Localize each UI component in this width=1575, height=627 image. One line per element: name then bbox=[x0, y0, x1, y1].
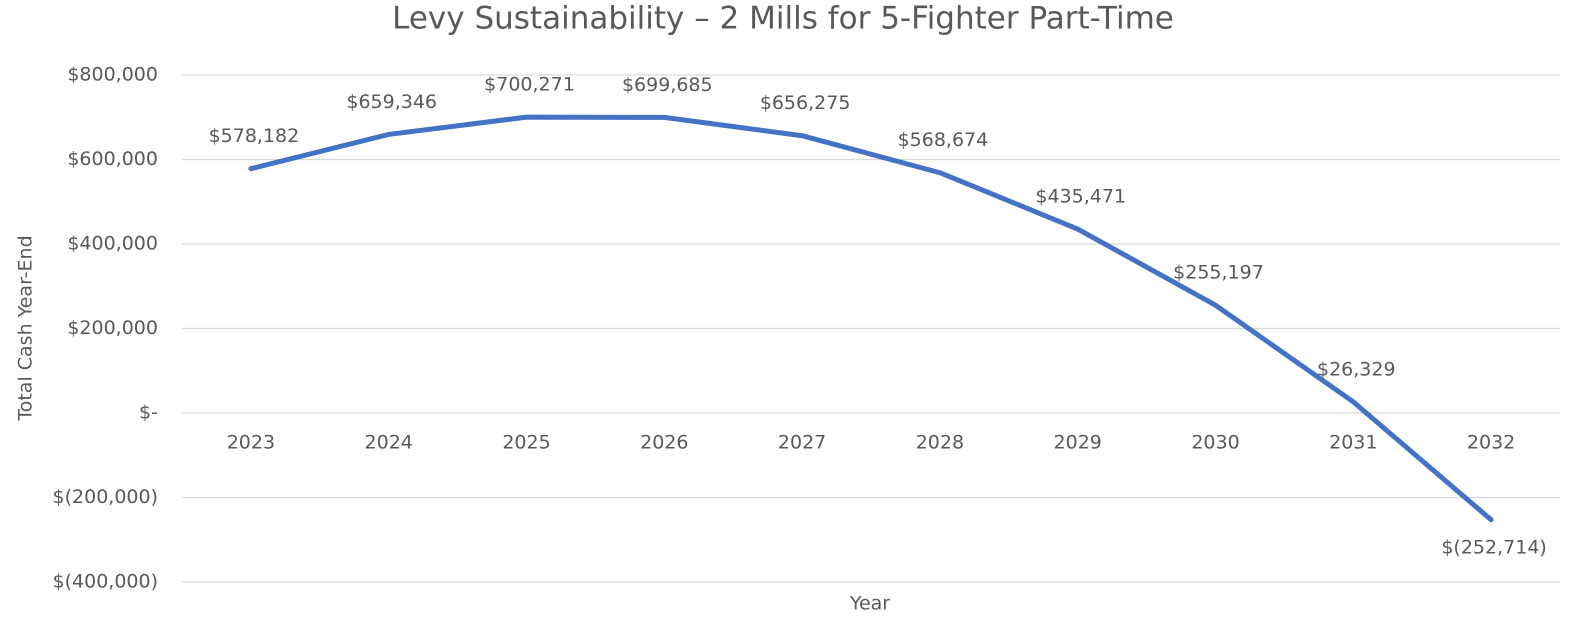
y-tick-label: $800,000 bbox=[67, 64, 158, 86]
x-tick-label: 2031 bbox=[1329, 432, 1377, 454]
data-label: $659,346 bbox=[346, 91, 437, 113]
x-tick-label: 2025 bbox=[502, 432, 550, 454]
data-label: $656,275 bbox=[760, 92, 851, 114]
y-tick-label: $600,000 bbox=[67, 148, 158, 170]
data-label: $700,271 bbox=[484, 74, 575, 96]
x-tick-label: 2028 bbox=[916, 432, 964, 454]
x-tick-label: 2029 bbox=[1054, 432, 1102, 454]
y-tick-label: $(400,000) bbox=[53, 571, 158, 593]
x-axis-title: Year bbox=[849, 593, 890, 615]
y-tick-label: $400,000 bbox=[67, 233, 158, 255]
series-line bbox=[248, 114, 1494, 523]
y-axis-title: Total Cash Year-End bbox=[15, 235, 37, 421]
x-tick-label: 2024 bbox=[365, 432, 413, 454]
data-label: $578,182 bbox=[209, 125, 300, 147]
y-tick-label: $(200,000) bbox=[53, 486, 158, 508]
y-tick-label: $- bbox=[139, 402, 158, 424]
data-label: $26,329 bbox=[1317, 358, 1396, 380]
data-label: $435,471 bbox=[1035, 186, 1126, 208]
chart-title: Levy Sustainability – 2 Mills for 5-Figh… bbox=[392, 1, 1174, 37]
x-tick-label: 2023 bbox=[227, 432, 275, 454]
x-tick-label: 2030 bbox=[1191, 432, 1239, 454]
y-tick-label: $200,000 bbox=[67, 317, 158, 339]
data-label: $255,197 bbox=[1173, 262, 1264, 284]
data-label: $568,674 bbox=[898, 129, 989, 151]
x-tick-label: 2032 bbox=[1467, 432, 1515, 454]
data-label: $(252,714) bbox=[1441, 536, 1546, 558]
data-label: $699,685 bbox=[622, 74, 713, 96]
x-tick-label: 2027 bbox=[778, 432, 826, 454]
x-tick-label: 2026 bbox=[640, 432, 688, 454]
